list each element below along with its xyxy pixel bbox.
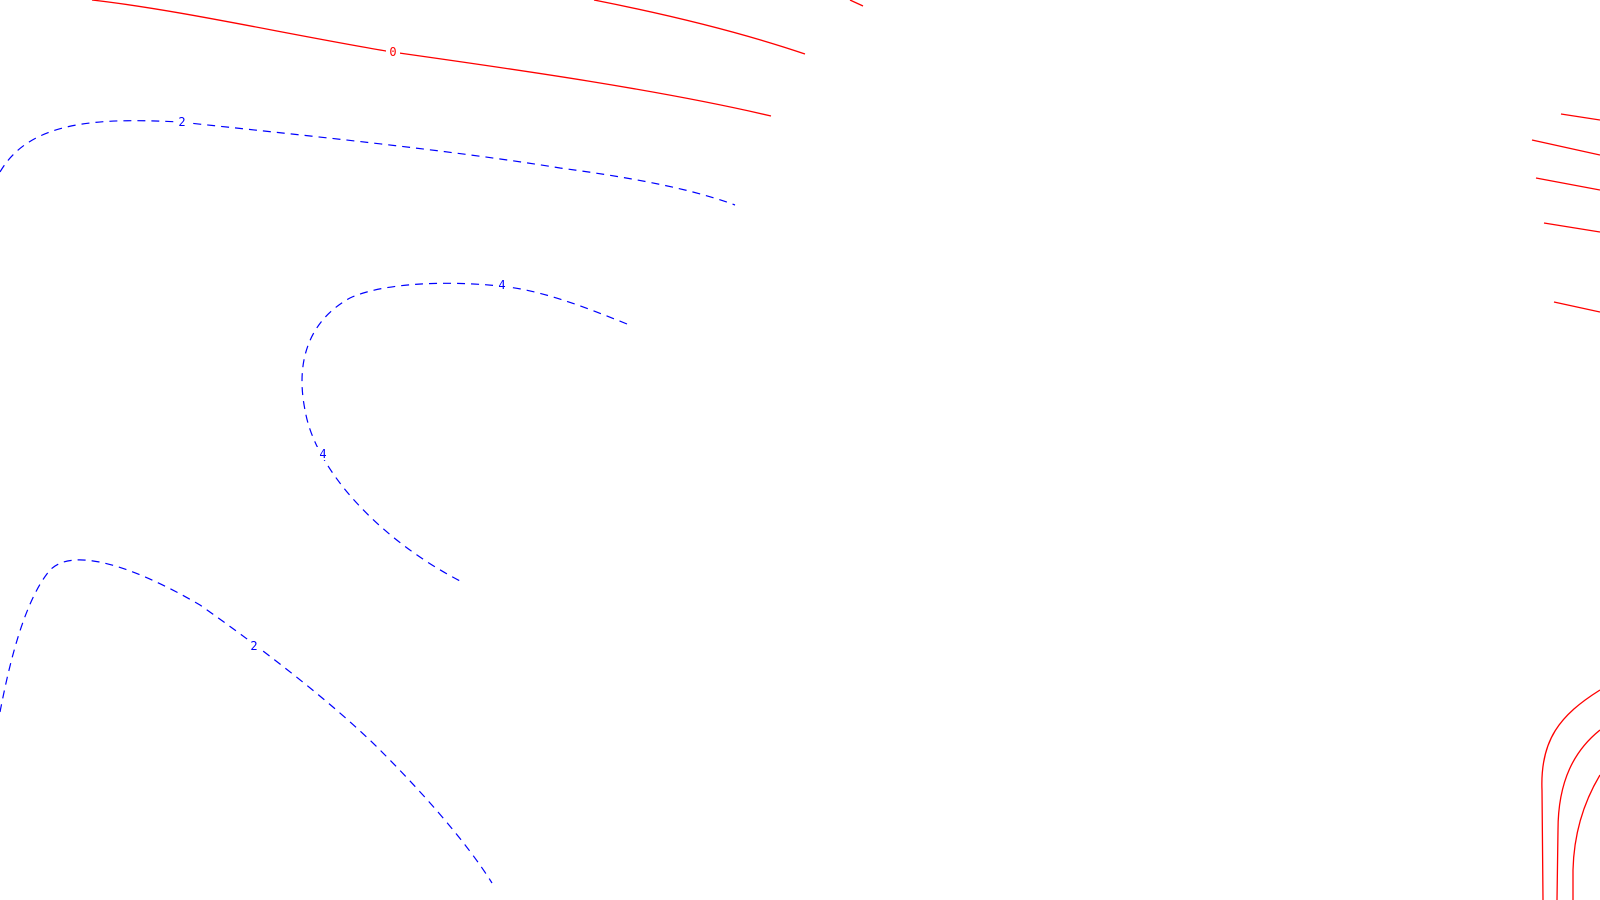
upper-two-contour-line xyxy=(0,120,736,206)
negative-contours xyxy=(0,120,736,884)
right-contour-segment-1 xyxy=(1560,113,1600,121)
upper-four-contour-label: 4 xyxy=(498,278,505,292)
lower-four-contour-label: 4 xyxy=(319,447,326,461)
top-positive-contour-line xyxy=(593,0,806,55)
right-contour-segment-2 xyxy=(1531,139,1600,156)
four-contour-line xyxy=(301,282,628,583)
bottom-right-contour-outer xyxy=(1541,689,1600,900)
bottom-right-contour-inner xyxy=(1556,729,1600,900)
upper-two-contour-label: 2 xyxy=(178,115,185,129)
right-contour-segment-5 xyxy=(1553,301,1600,313)
top-edge-contour-segment xyxy=(849,0,864,7)
contour-labels: 0 2 4 4 2 xyxy=(175,45,509,653)
bottom-right-contour-innermost xyxy=(1572,774,1600,900)
lower-two-contour-label: 2 xyxy=(250,639,257,653)
right-contour-segment-3 xyxy=(1535,177,1600,191)
right-contour-segment-4 xyxy=(1543,222,1600,233)
zero-contour-label: 0 xyxy=(389,45,396,59)
